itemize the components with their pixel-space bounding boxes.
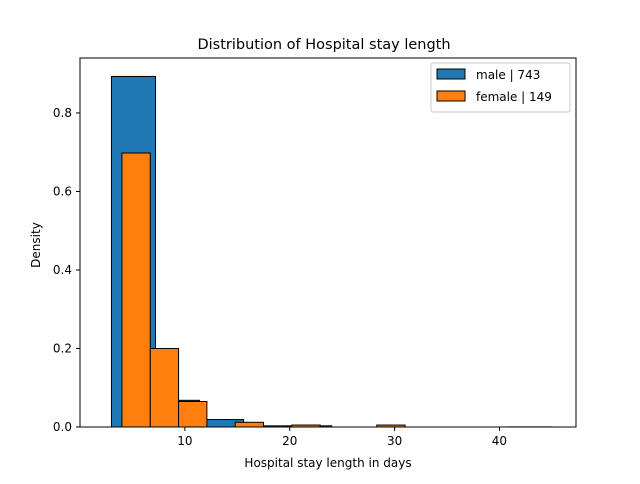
histogram-bar-female-2 [179, 401, 207, 427]
chart-title: Distribution of Hospital stay length [197, 37, 450, 53]
y-tick-label: 0.4 [53, 263, 72, 277]
legend: male | 743 female | 149 [431, 63, 570, 112]
y-axis-label: Density [29, 222, 43, 268]
y-tick-label: 0.0 [53, 420, 72, 434]
histogram-bar-female-0 [122, 153, 150, 427]
y-tick-label: 0.8 [53, 106, 72, 120]
y-tick-label: 0.6 [53, 184, 72, 198]
x-tick-label: 20 [282, 434, 297, 448]
histogram-bar-female-4 [235, 422, 263, 427]
x-axis-label: Hospital stay length in days [244, 456, 411, 470]
x-tick-label: 40 [492, 434, 507, 448]
legend-label: male | 743 [476, 68, 540, 82]
histogram-bar-female-1 [150, 348, 178, 427]
legend-swatch [437, 91, 465, 101]
x-tick-label: 10 [177, 434, 192, 448]
x-tick-label: 30 [387, 434, 402, 448]
y-tick-label: 0.2 [53, 341, 72, 355]
legend-label: female | 149 [476, 90, 552, 104]
legend-swatch [437, 69, 465, 79]
